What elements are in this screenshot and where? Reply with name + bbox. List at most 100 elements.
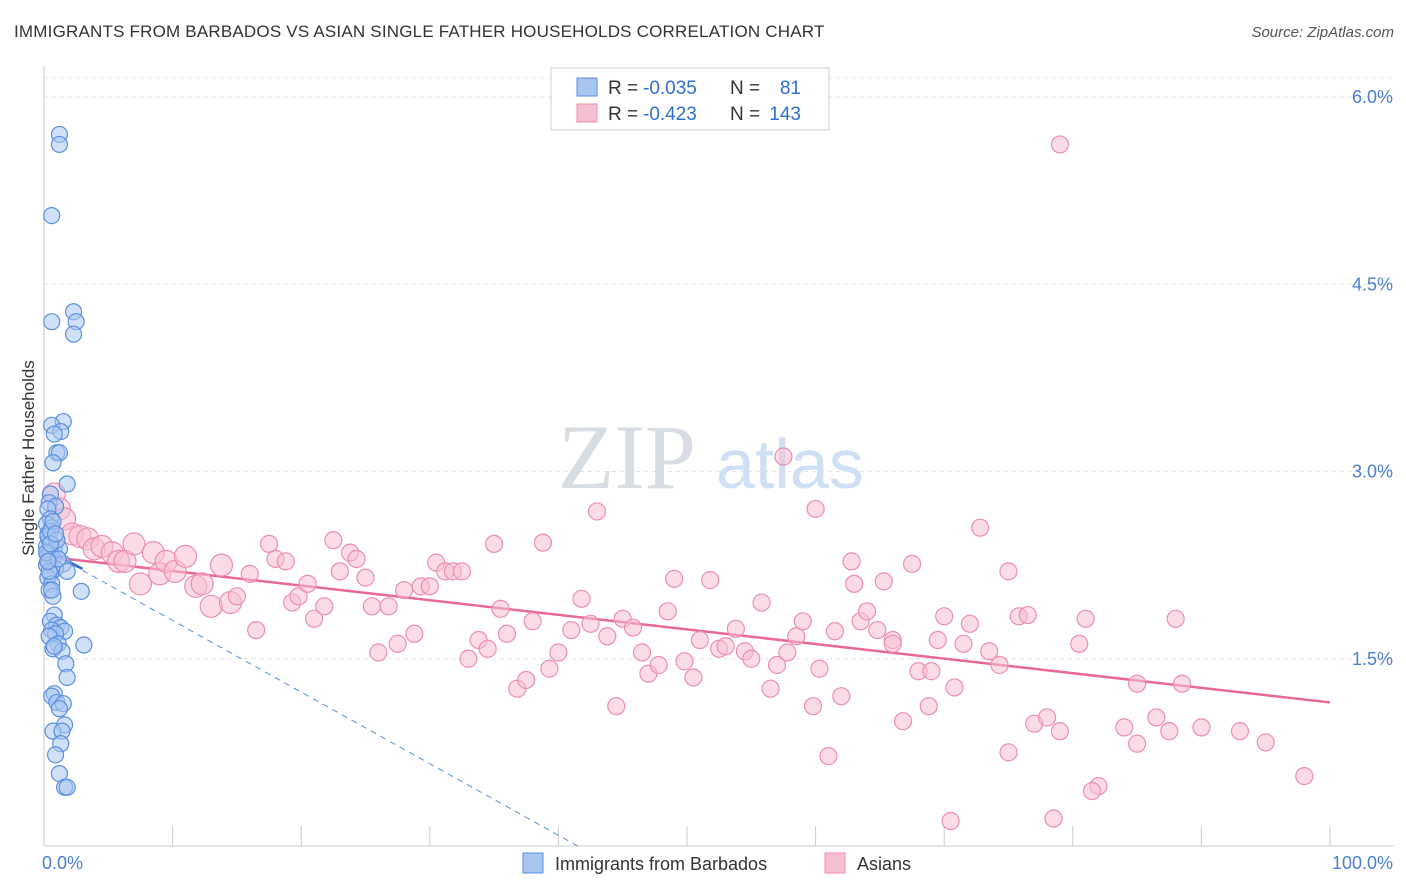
- asians-point-61: [540, 659, 559, 678]
- asians-point-84: [742, 649, 761, 668]
- asians-point-118: [1037, 708, 1057, 727]
- asians-point-75: [665, 569, 684, 588]
- asians-point-37: [347, 549, 366, 568]
- asians-point-59: [523, 612, 542, 631]
- barbados-point-2: [43, 206, 61, 225]
- asians-point-139: [806, 499, 825, 519]
- asians-point-98: [857, 602, 877, 621]
- asians-point-103: [902, 554, 922, 573]
- legend-r-value-2: -0.423: [643, 104, 697, 125]
- asians-point-88: [778, 643, 797, 662]
- asians-point-121: [1076, 609, 1095, 628]
- asians-point-123: [1127, 734, 1147, 753]
- bottom-legend-swatch-asians: [824, 852, 846, 874]
- asians-point-70: [623, 618, 643, 637]
- asians-point-119: [1050, 722, 1070, 741]
- barbados-point-60: [50, 700, 69, 718]
- asians-point-39: [362, 597, 382, 616]
- asians-point-100: [874, 572, 893, 591]
- asians-point-79: [701, 571, 720, 590]
- asians-point-26: [259, 534, 279, 554]
- asians-point-76: [675, 652, 694, 671]
- asians-point-56: [497, 624, 517, 643]
- asians-point-124: [1147, 708, 1166, 727]
- asians-point-109: [954, 634, 973, 653]
- asians-point-12: [128, 572, 153, 596]
- asians-point-74: [658, 602, 677, 621]
- barbados-point-13: [44, 454, 62, 472]
- asians-point-24: [240, 564, 259, 583]
- asians-point-73: [649, 655, 668, 675]
- bottom-legend-label-asians: Asians: [857, 854, 911, 874]
- asians-point-63: [562, 620, 581, 640]
- y-tick-label-3: 6.0%: [1352, 87, 1393, 107]
- barbados-point-14: [58, 475, 76, 493]
- asians-point-112: [980, 642, 999, 661]
- y-tick-label-0: 1.5%: [1352, 649, 1393, 669]
- legend-n-value-1: 81: [780, 78, 801, 99]
- asians-point-127: [1192, 718, 1211, 737]
- asians-point-122: [1115, 718, 1134, 737]
- asians-point-143: [999, 743, 1018, 762]
- asians-point-95: [832, 687, 851, 706]
- asians-point-142: [922, 662, 941, 681]
- asians-point-146: [1082, 781, 1102, 801]
- asians-point-140: [845, 574, 864, 593]
- asians-point-135: [1050, 135, 1070, 154]
- asians-point-68: [607, 697, 626, 716]
- asians-point-50: [452, 562, 472, 581]
- asians-point-42: [388, 634, 407, 653]
- barbados-trend-extension: [43, 548, 578, 847]
- asians-point-111: [971, 518, 990, 537]
- bottom-legend-label-barbados: Immigrants from Barbados: [555, 854, 767, 874]
- asians-point-33: [315, 597, 334, 616]
- asians-point-102: [893, 712, 913, 731]
- asians-point-81: [716, 637, 735, 656]
- asians-point-86: [761, 679, 780, 698]
- legend-n-label-2: N =: [730, 104, 760, 125]
- x-tick-label-1: 100.0%: [1332, 853, 1393, 873]
- asians-point-145: [941, 811, 960, 831]
- legend-n-label-1: N =: [730, 78, 760, 99]
- y-tick-label-2: 4.5%: [1352, 274, 1393, 294]
- asians-point-107: [935, 607, 954, 626]
- asians-point-64: [572, 589, 591, 608]
- asians-point-141: [883, 634, 902, 653]
- asians-point-66: [587, 502, 607, 521]
- asians-point-28: [276, 552, 295, 571]
- asians-point-138: [774, 447, 793, 466]
- legend-r-value-1: -0.035: [643, 78, 697, 99]
- asians-point-77: [684, 668, 703, 687]
- asians-point-20: [199, 594, 223, 618]
- asians-point-85: [752, 593, 771, 612]
- asians-point-94: [825, 622, 844, 641]
- chart-title: IMMIGRANTS FROM BARBADOS VS ASIAN SINGLE…: [14, 22, 825, 41]
- asians-point-90: [793, 612, 812, 631]
- asians-point-32: [304, 609, 324, 628]
- x-tick-label-0: 0.0%: [42, 853, 83, 873]
- legend-swatch-barbados: [576, 77, 598, 97]
- asians-point-34: [324, 531, 343, 550]
- asians-point-23: [227, 587, 246, 606]
- y-axis-title: Single Father Households: [19, 360, 38, 556]
- barbados-point-76: [43, 581, 61, 599]
- asians-point-113: [990, 655, 1009, 675]
- asians-point-46: [420, 577, 439, 596]
- tick-labels: 1.5% 3.0% 4.5% 6.0% 0.0% 100.0%: [42, 87, 1393, 873]
- asians-point-110: [960, 614, 980, 633]
- asians-point-99: [868, 620, 887, 640]
- asians-point-38: [356, 568, 375, 587]
- asians-point-41: [379, 597, 398, 616]
- asians-point-92: [810, 659, 829, 678]
- barbados-point-1: [50, 135, 69, 154]
- asians-point-25: [247, 620, 266, 640]
- barbados-point-40: [72, 582, 90, 600]
- asians-point-19: [190, 572, 214, 596]
- asians-point-31: [298, 574, 317, 593]
- asians-point-54: [485, 534, 504, 554]
- barbados-points: [37, 125, 93, 796]
- legend-r-label-2: R =: [608, 104, 638, 125]
- asians-point-53: [478, 639, 497, 658]
- asians-point-125: [1160, 722, 1179, 741]
- asians-point-129: [1256, 733, 1275, 752]
